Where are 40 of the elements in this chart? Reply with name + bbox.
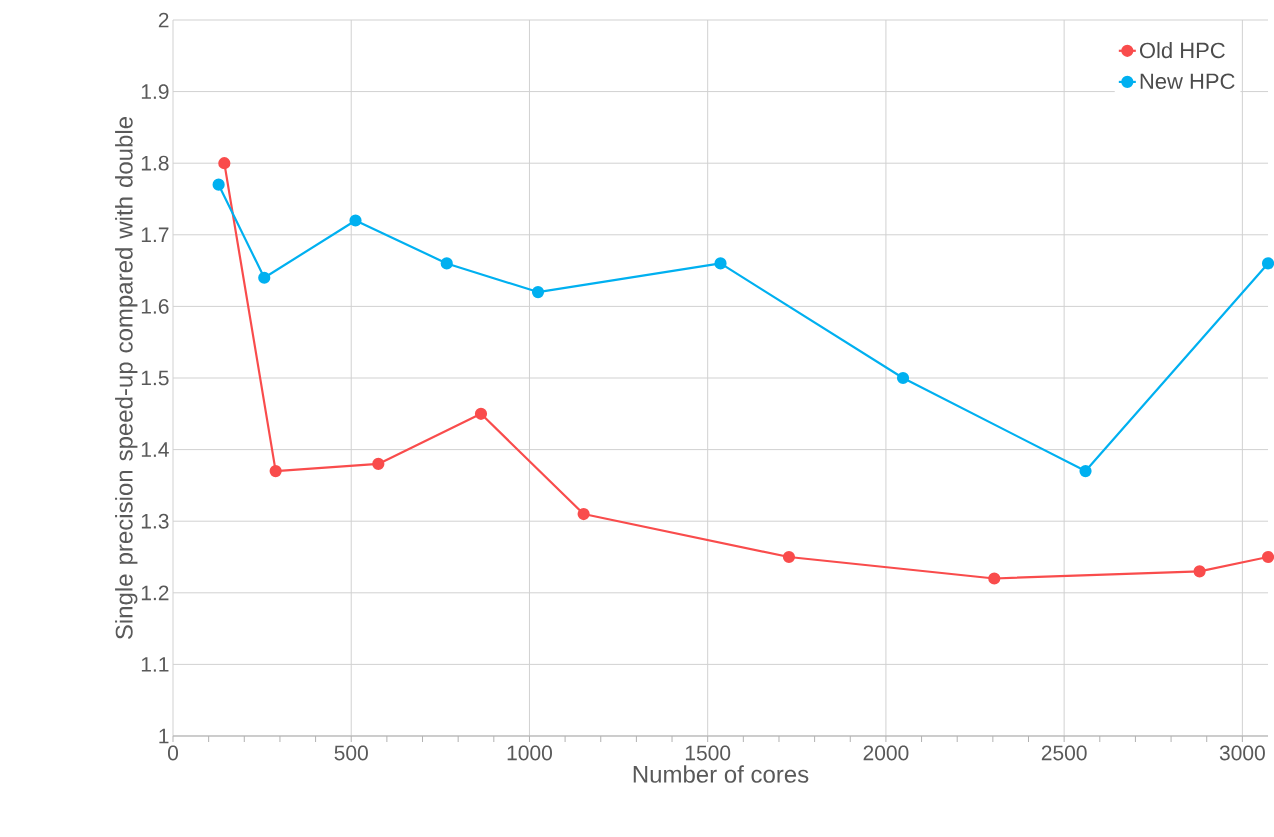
point: [258, 271, 271, 284]
y-tick-label: 1: [159, 728, 169, 744]
x-tick-label: 0: [167, 745, 179, 761]
point: [1261, 257, 1274, 270]
point: [988, 572, 1001, 585]
y-tick-label: 1.8: [141, 155, 169, 171]
x-tick-label: 2000: [863, 745, 909, 761]
y-tick-label: 1.3: [141, 513, 169, 529]
y-tick-label: 1.5: [141, 370, 169, 386]
legend-label: Old HPC: [1139, 42, 1225, 59]
point: [896, 371, 910, 385]
x-tick-label: 1500: [685, 745, 731, 761]
y-tick-label: 1.2: [141, 585, 169, 601]
point: [218, 157, 231, 170]
point: [440, 257, 453, 270]
x-tick-label: 2500: [1041, 745, 1087, 761]
x-axis-title: Number of cores: [633, 765, 809, 783]
y-tick-label: 1.6: [141, 298, 169, 314]
x-tick-label: 500: [334, 745, 368, 761]
point: [577, 507, 590, 521]
point: [1079, 464, 1092, 478]
point: [714, 257, 727, 270]
point: [269, 464, 282, 478]
y-tick-label: 2: [158, 12, 169, 28]
x-tick-label: 3000: [1219, 745, 1265, 761]
y-tick-label: 1.4: [141, 442, 169, 457]
point: [1261, 550, 1274, 564]
point: [212, 178, 225, 191]
point: [474, 407, 488, 420]
legend-label: New HPC: [1140, 73, 1235, 90]
point: [531, 285, 545, 299]
x-tick-label: 1000: [507, 745, 552, 761]
point: [1193, 565, 1206, 578]
point: [349, 214, 362, 227]
point: [782, 550, 796, 564]
y-tick-label: 1.1: [141, 657, 169, 672]
y-axis-title: Single precision speed-up compared with double: [115, 117, 138, 640]
y-tick-label: 1.9: [141, 84, 169, 100]
point: [372, 457, 385, 471]
y-tick-label: 1.7: [141, 227, 169, 243]
